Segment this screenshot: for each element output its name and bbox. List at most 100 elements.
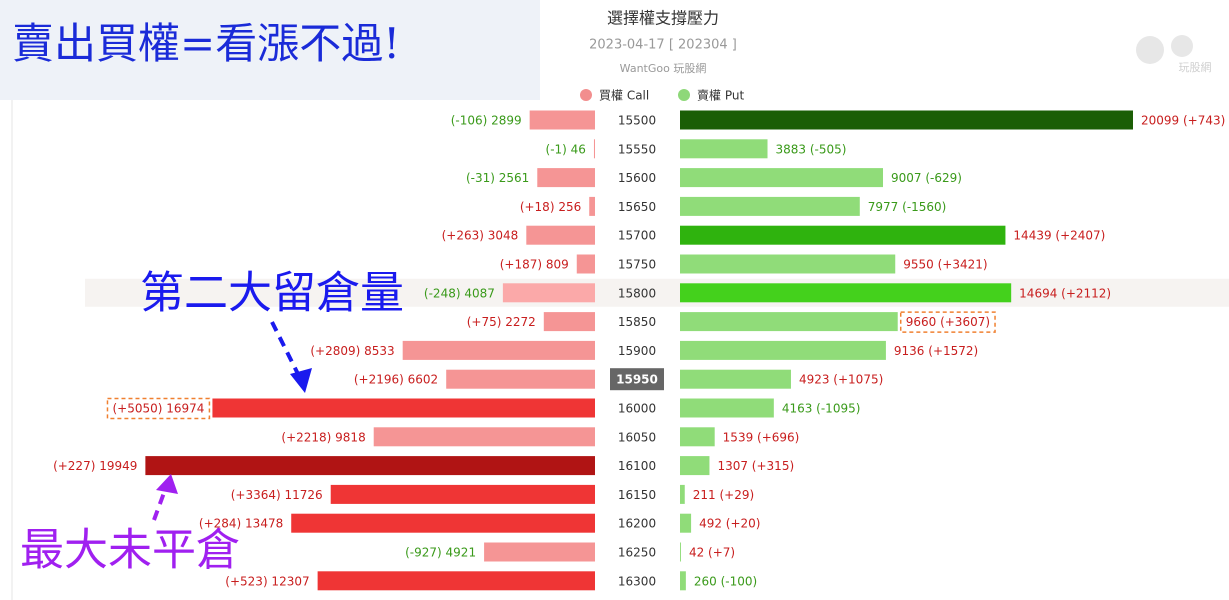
value-label: (+5050) 16974 — [112, 402, 204, 416]
highlight-box — [899, 311, 996, 333]
watermark-text: 玩股網 — [1179, 60, 1212, 74]
bar — [680, 571, 686, 591]
bar — [330, 484, 595, 504]
value-label: 14694 (+2112) — [1019, 286, 1111, 300]
value-label: 3883 (-505) — [776, 142, 847, 156]
value-label: (+263) 3048 — [442, 229, 519, 243]
annotation: 最大未平倉 — [20, 525, 240, 576]
annotation-arrowhead — [290, 368, 312, 393]
value-label: 4923 (+1075) — [799, 373, 883, 387]
value-label: (-927) 4921 — [405, 546, 476, 560]
bar — [317, 571, 595, 591]
row-band — [85, 278, 1229, 307]
bar — [543, 312, 595, 332]
category-label: 15850 — [618, 315, 656, 329]
plot: 買權 Call 賣權 Put 15500 15550 15600 15650 15700 15… — [53, 88, 1229, 591]
annotation-arrow — [270, 321, 302, 379]
value-label: 4163 (-1095) — [782, 402, 861, 416]
value-label: (+75) 2272 — [467, 315, 536, 329]
bar — [402, 340, 595, 360]
value-label: (-31) 2561 — [466, 171, 529, 185]
value-label: (+3364) 11726 — [231, 488, 323, 502]
bar — [680, 168, 884, 188]
bar — [593, 139, 595, 159]
value-label: (-248) 4087 — [424, 286, 495, 300]
bar — [373, 427, 595, 447]
bar — [537, 168, 595, 188]
value-label: (+187) 809 — [500, 258, 569, 272]
bar — [576, 254, 595, 274]
category-label: 16300 — [618, 574, 656, 588]
chart-title: 選擇權支撐壓力 — [607, 9, 719, 28]
value-label: (+227) 19949 — [53, 459, 137, 473]
source: WantGoo 玩股網 — [620, 61, 707, 75]
value-label: 492 (+20) — [699, 517, 760, 531]
value-label: (+2218) 9818 — [281, 430, 365, 444]
value-label: 1539 (+696) — [723, 430, 800, 444]
watermark-logo — [1136, 36, 1164, 64]
value-label: (+284) 13478 — [199, 517, 283, 531]
category-label: 16050 — [618, 430, 656, 444]
bar — [680, 254, 896, 274]
category-label: 15700 — [618, 229, 656, 243]
annotation-arrow — [152, 489, 167, 521]
value-label: (-106) 2899 — [451, 114, 522, 128]
bar — [526, 225, 595, 245]
value-label: 9007 (-629) — [891, 171, 962, 185]
category-label: 15550 — [618, 142, 656, 156]
highlight-box — [106, 397, 211, 420]
value-label: 14439 (+2407) — [1013, 229, 1105, 243]
value-label: 9550 (+3421) — [903, 258, 987, 272]
category-label: 15600 — [618, 171, 656, 185]
category-label: 16250 — [618, 546, 656, 560]
value-label: 7977 (-1560) — [868, 200, 947, 214]
annotation-arrowhead — [156, 474, 178, 494]
category-label: 15500 — [618, 114, 656, 128]
bar — [529, 110, 595, 130]
bar — [446, 369, 595, 389]
bar — [680, 340, 886, 360]
category-label: 15650 — [618, 200, 656, 214]
bar — [291, 513, 595, 533]
bar — [680, 398, 774, 418]
legend-label: 買權 Call — [599, 89, 649, 103]
value-label: 1307 (+315) — [717, 459, 794, 473]
bar — [680, 484, 685, 504]
annotation: 第二大留倉量 — [140, 268, 404, 319]
bar — [212, 398, 595, 418]
value-label: 9136 (+1572) — [894, 344, 978, 358]
category-label: 15750 — [618, 258, 656, 272]
category-label: 15900 — [618, 344, 656, 358]
value-label: 211 (+29) — [693, 488, 754, 502]
bar — [680, 312, 898, 332]
bar — [680, 139, 768, 159]
value-label: 20099 (+743) — [1141, 114, 1225, 128]
chart-subtitle: 2023-04-17 [ 202304 ] — [589, 38, 737, 53]
bar — [680, 542, 681, 562]
bar — [589, 196, 595, 216]
value-label: (+2809) 8533 — [310, 344, 394, 358]
value-label: 42 (+7) — [689, 546, 735, 560]
bar — [502, 283, 595, 303]
bar — [680, 196, 860, 216]
banner — [0, 0, 540, 100]
category-label: 16200 — [618, 517, 656, 531]
category-label: 16150 — [618, 488, 656, 502]
value-label: (-1) 46 — [546, 142, 586, 156]
banner-text: 賣出買權=看漲不過! — [12, 19, 400, 68]
value-label: (+2196) 6602 — [354, 373, 438, 387]
legend-marker — [678, 89, 690, 101]
bar — [680, 456, 710, 476]
category-label: 15950 — [616, 373, 658, 387]
value-label: (+18) 256 — [520, 200, 581, 214]
watermark: 玩股網 — [1136, 35, 1212, 74]
bar — [680, 283, 1012, 303]
bar — [680, 513, 692, 533]
value-label: 9660 (+3607) — [906, 315, 990, 329]
bar — [680, 225, 1006, 245]
legend-label: 賣權 Put — [697, 88, 744, 103]
value-label: (+523) 12307 — [225, 574, 309, 588]
bar — [680, 110, 1133, 130]
